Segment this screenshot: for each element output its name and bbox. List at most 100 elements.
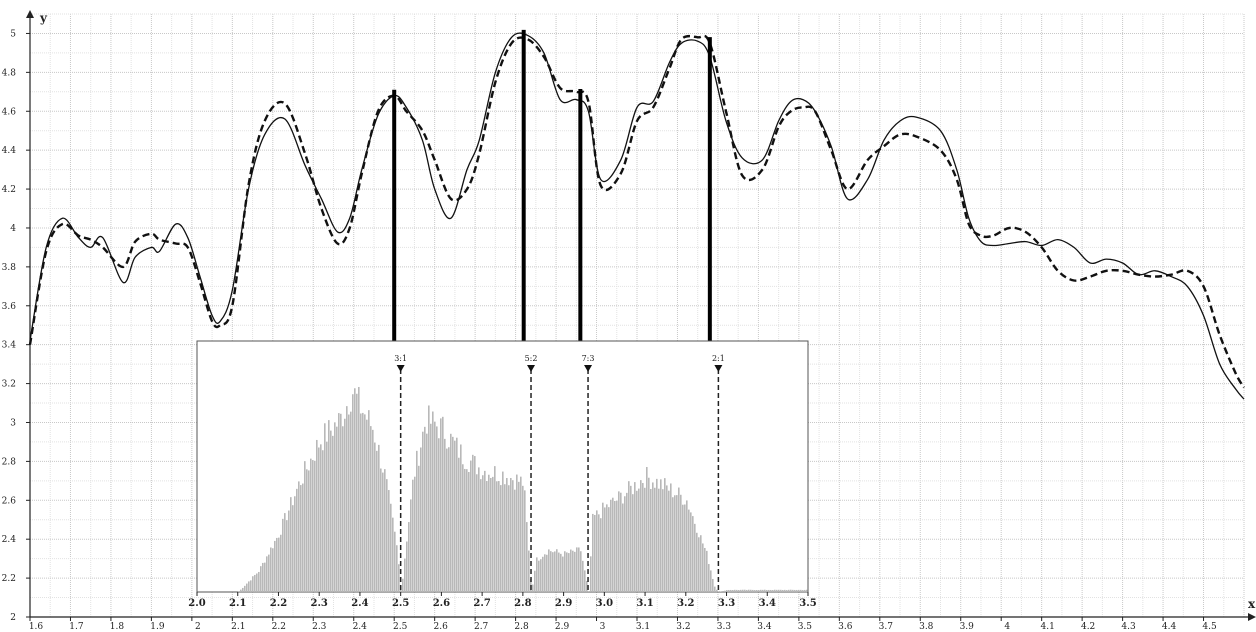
histogram-bar: [486, 481, 488, 592]
histogram-bar: [766, 589, 768, 592]
x-tick-label: 2.1: [231, 622, 245, 632]
x-tick-label: 4: [1004, 622, 1010, 632]
histogram-bar: [432, 411, 434, 592]
histogram-bar: [240, 589, 242, 592]
histogram-bar: [404, 558, 406, 592]
histogram-bar: [604, 507, 606, 592]
histogram-bar: [564, 551, 566, 592]
histogram-bar: [624, 496, 626, 592]
main-axes: [26, 10, 1256, 621]
inset-x-tick-label: 2.4: [351, 598, 368, 609]
histogram-bar: [690, 512, 692, 592]
histogram-bar: [308, 470, 310, 592]
histogram-bar: [774, 589, 776, 592]
histogram-bar: [418, 465, 420, 592]
inset-x-tick-label: 2.8: [514, 598, 531, 609]
histogram-bar: [592, 513, 594, 592]
histogram-bar: [450, 433, 452, 592]
histogram-bar: [242, 587, 244, 592]
histogram-bar: [658, 488, 660, 592]
histogram-bar: [374, 442, 376, 592]
histogram-bar: [338, 413, 340, 592]
histogram-bar: [560, 553, 562, 592]
x-tick-label: 3: [600, 622, 606, 632]
histogram-bar: [688, 509, 690, 592]
histogram-bar: [578, 547, 580, 592]
histogram-bar: [472, 454, 474, 592]
inset-x-tick-label: 2.6: [433, 598, 450, 609]
histogram-bar: [758, 590, 760, 592]
x-tick-label: 3.5: [798, 622, 813, 632]
histogram-bar: [668, 490, 670, 592]
histogram-bar: [634, 482, 636, 592]
y-tick-label: 4.8: [2, 68, 17, 78]
histogram-bar: [622, 503, 624, 592]
histogram-bar: [540, 559, 542, 592]
histogram-bar: [732, 590, 734, 592]
histogram-bar: [630, 485, 632, 592]
histogram-bar: [266, 556, 268, 592]
histogram-bar: [298, 481, 300, 592]
histogram-bar: [328, 420, 330, 592]
histogram-bar: [532, 584, 534, 592]
y-tick-label: 2.8: [2, 457, 17, 467]
histogram-bar: [460, 444, 462, 592]
histogram-bar: [640, 480, 642, 592]
histogram-bar: [744, 589, 746, 592]
histogram-bar: [646, 466, 648, 592]
histogram-bar: [740, 589, 742, 592]
histogram-bar: [574, 551, 576, 592]
histogram-bar: [570, 549, 572, 592]
histogram-bar: [292, 505, 294, 592]
histogram-bar: [428, 405, 430, 592]
histogram-bar: [672, 497, 674, 592]
x-tick-label: 2.3: [312, 622, 327, 632]
histogram-bar: [386, 479, 388, 592]
inset-x-tick-label: 3.0: [596, 598, 613, 609]
histogram-bar: [702, 543, 704, 592]
inset-x-tick-label: 3.2: [677, 598, 694, 609]
histogram-bar: [424, 426, 426, 592]
histogram-bar: [760, 589, 762, 592]
histogram-bar: [476, 474, 478, 592]
x-tick-label: 2.8: [514, 622, 529, 632]
x-tick-label: 3.8: [919, 622, 934, 632]
histogram-bar: [550, 551, 552, 592]
histogram-bar: [322, 450, 324, 592]
histogram-bar: [354, 388, 356, 592]
histogram-bar: [620, 492, 622, 592]
histogram-bar: [388, 490, 390, 592]
histogram-bar: [474, 456, 476, 592]
histogram-bar: [512, 480, 514, 592]
series-dashed-line: [28, 34, 1246, 389]
x-tick-label: 3.7: [879, 622, 894, 632]
x-tick-label: 1.7: [69, 622, 84, 632]
histogram-bar: [700, 535, 702, 592]
y-tick-label: 2.2: [2, 574, 16, 584]
x-tick-label: 1.9: [150, 622, 165, 632]
histogram-bar: [320, 444, 322, 592]
histogram-bar: [576, 547, 578, 592]
histogram-bar: [698, 537, 700, 592]
x-tick-label: 1.6: [29, 622, 44, 632]
histogram-bar: [284, 513, 286, 592]
histogram-bar: [420, 447, 422, 592]
histogram-bar: [382, 472, 384, 592]
histogram-bar: [638, 488, 640, 592]
main-series: [28, 32, 1246, 400]
inset-marker-arrow: [527, 365, 536, 372]
histogram-bar: [438, 438, 440, 592]
histogram-bar: [484, 470, 486, 592]
histogram-bar: [692, 516, 694, 592]
x-tick-label: 4.2: [1081, 622, 1095, 632]
histogram-bar: [330, 430, 332, 592]
histogram-bar: [776, 589, 778, 592]
y-tick-label: 5: [10, 29, 16, 39]
x-tick-label: 2.4: [353, 622, 368, 632]
histogram-bar: [716, 589, 718, 592]
histogram-bar: [502, 471, 504, 592]
histogram-bar: [722, 591, 724, 592]
inset-marker-label: 3:1: [394, 354, 407, 363]
histogram-bar: [506, 477, 508, 592]
